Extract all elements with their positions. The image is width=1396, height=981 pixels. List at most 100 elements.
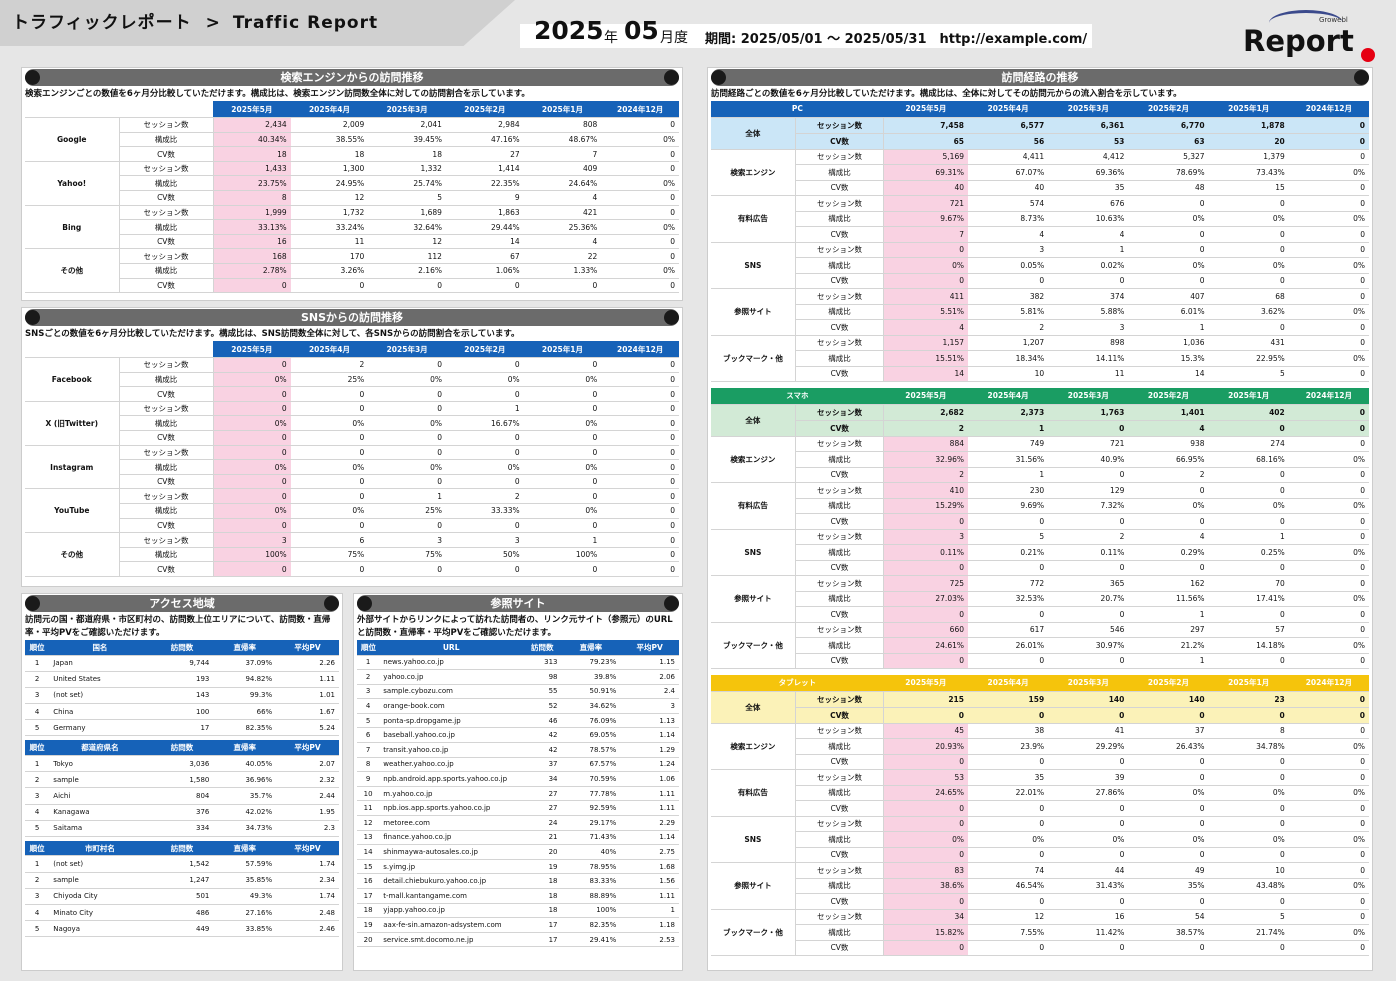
value-cell: 0 <box>601 561 679 577</box>
value-cell: 32.53% <box>968 591 1049 607</box>
value-cell: 0 <box>213 474 291 490</box>
table-row: 構成比 0% 25% 0% 0% 0% 0 <box>25 372 679 388</box>
group-label: Yahoo! <box>25 161 120 206</box>
table-cell: 2.4 <box>620 684 679 700</box>
group-label: その他 <box>25 248 120 294</box>
value-cell: 0 <box>1208 560 1289 576</box>
header-cell: URL <box>379 640 524 656</box>
bullet-dot-icon <box>711 70 726 85</box>
value-cell: 0 <box>1288 335 1369 351</box>
table-cell: 5.24 <box>276 719 339 737</box>
value-cell: 0% <box>1128 831 1209 848</box>
table-row: 有料広告 セッション数 53 35 39 0 0 0 <box>711 769 1369 817</box>
value-cell: 0 <box>290 474 369 490</box>
table-cell: 376 <box>150 804 214 821</box>
value-cell: 0% <box>968 831 1049 848</box>
group-label: ブックマーク・他 <box>711 909 796 956</box>
table-row: その他 セッション数 3 6 3 3 1 0 <box>25 532 679 577</box>
table-cell: 98 <box>523 669 562 685</box>
report-month: 05 <box>624 16 659 45</box>
value-cell: 12 <box>290 190 369 206</box>
value-cell: 0 <box>601 547 679 563</box>
metric-label: 構成比 <box>795 498 885 514</box>
value-cell: 100% <box>213 547 291 563</box>
table-cell: npb.ios.app.sports.yahoo.co.jp <box>379 800 524 817</box>
header-month: 2024年12月 <box>601 101 679 119</box>
metric-label: CV数 <box>795 319 885 336</box>
table-cell: 20 <box>523 844 562 860</box>
table-row: 構成比 0% 0% 0% 16.67% 0% 0 <box>25 415 679 432</box>
value-cell: 409 <box>523 161 602 177</box>
ranking-table: 順位 国名 訪問数 直帰率 平均PV 1 Japan 9,744 37.09% 2.26 2 Unit… <box>25 640 339 737</box>
value-cell: 38 <box>968 723 1049 739</box>
group-label: 有料広告 <box>711 195 796 243</box>
value-cell: 15 <box>1208 180 1289 196</box>
value-cell: 0% <box>1288 164 1369 181</box>
table-cell: 2.48 <box>276 904 339 922</box>
value-cell: 0 <box>883 273 969 289</box>
table-cell: 1 <box>357 655 380 671</box>
device-label: タブレット <box>711 675 884 692</box>
value-cell: 0 <box>1288 940 1369 956</box>
value-cell: 2,373 <box>968 404 1049 421</box>
value-cell: 33.33% <box>445 503 524 519</box>
table-cell: 82.35% <box>213 719 277 737</box>
value-cell: 1.06% <box>445 263 524 279</box>
report-logo: Growebl Report <box>1243 10 1383 62</box>
value-cell: 0% <box>1208 785 1289 801</box>
header-month: 2024年12月 <box>1288 388 1369 405</box>
value-cell: 0 <box>290 401 369 417</box>
group-label: 検索エンジン <box>711 436 796 483</box>
table-cell: 3 <box>620 698 679 714</box>
value-cell: 6,577 <box>968 117 1049 134</box>
metric-label: CV数 <box>795 420 885 437</box>
value-cell: 1,332 <box>368 161 446 177</box>
table-cell: 334 <box>150 820 214 837</box>
value-cell: 14.18% <box>1208 637 1289 654</box>
value-cell: 0.11% <box>883 544 968 561</box>
table-cell: 34.62% <box>561 698 621 714</box>
metric-label: 構成比 <box>795 591 885 607</box>
value-cell: 0 <box>968 513 1049 530</box>
table-cell: 92.59% <box>561 800 621 817</box>
table-cell: 1.95 <box>276 804 339 821</box>
table-cell: 1.18 <box>620 917 679 933</box>
table-row: CV数 0 0 0 0 0 0 <box>711 847 1369 863</box>
value-cell: 112 <box>368 248 446 265</box>
table-cell: 2.32 <box>276 771 339 789</box>
value-cell: 5.88% <box>1048 304 1129 320</box>
value-cell: 75% <box>290 547 369 563</box>
value-cell: 0 <box>1208 242 1289 258</box>
value-cell: 0 <box>1288 273 1369 289</box>
value-cell: 67 <box>445 248 524 265</box>
value-cell: 0 <box>1288 513 1369 530</box>
value-cell: 16.67% <box>445 415 524 432</box>
value-cell: 0 <box>445 474 524 490</box>
table-row: Instagram セッション数 0 0 0 0 0 0 <box>25 445 679 490</box>
value-cell: 38.57% <box>1128 924 1209 941</box>
header-cell: 市町村名 <box>49 840 151 857</box>
table-cell: 5 <box>25 820 50 837</box>
value-cell: 0 <box>601 161 679 177</box>
header-month: 2025年4月 <box>968 388 1049 405</box>
value-cell: 0 <box>968 273 1049 289</box>
header-month: 2025年1月 <box>523 101 602 119</box>
table-row: YouTube セッション数 0 0 1 2 0 0 <box>25 488 679 534</box>
table-cell: 100 <box>150 703 214 721</box>
value-cell: 0% <box>368 372 446 388</box>
table-cell: yahoo.co.jp <box>379 669 524 685</box>
table-header-row: 順位 国名 訪問数 直帰率 平均PV <box>25 640 339 656</box>
value-cell: 749 <box>968 436 1049 452</box>
metric-label: 構成比 <box>795 350 885 367</box>
value-cell: 0 <box>445 278 524 294</box>
table-cell: 15 <box>357 859 380 875</box>
value-cell: 0% <box>1288 785 1369 801</box>
table-cell: 27.16% <box>213 904 277 922</box>
table-row: 4 Minato City 486 27.16% 2.48 <box>25 904 339 922</box>
value-cell: 27.03% <box>883 591 968 607</box>
value-cell: 0% <box>1208 498 1289 514</box>
value-cell: 16 <box>1048 909 1129 925</box>
table-cell: 19 <box>357 917 380 933</box>
year-suffix: 年 <box>604 30 618 46</box>
value-cell: 0 <box>213 357 291 373</box>
